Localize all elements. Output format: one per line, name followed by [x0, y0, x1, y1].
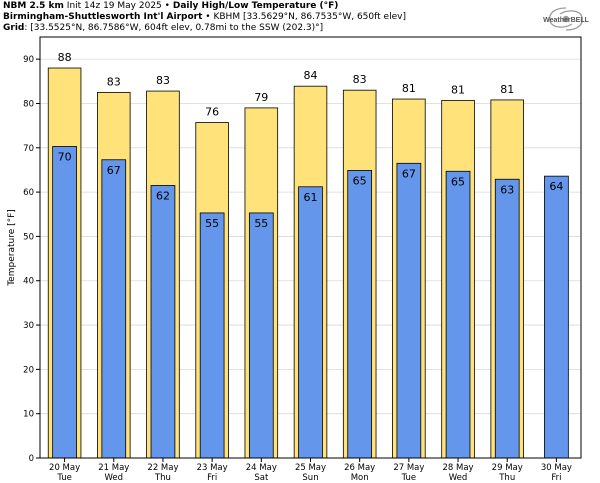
high-value-label: 81	[402, 82, 416, 95]
high-value-label: 81	[500, 83, 514, 96]
station-info: KBHM [33.5629°N, 86.7535°W, 650ft elev]	[213, 12, 406, 22]
grid-label: Grid	[3, 23, 25, 33]
init-time: Init 14z 19 May 2025	[66, 1, 162, 11]
storm-swirl-icon	[548, 7, 584, 31]
low-value-label: 70	[58, 150, 72, 163]
low-value-label: 55	[205, 217, 219, 230]
x-tick-day: Tue	[401, 473, 417, 483]
x-tick-day: Fri	[551, 473, 561, 483]
x-tick-day: Sun	[302, 473, 318, 483]
y-axis-label: Temperature [°F]	[7, 209, 17, 287]
x-tick-date: 28 May	[442, 463, 473, 473]
x-tick-day: Wed	[449, 473, 468, 483]
grid-info: : [33.5525°N, 86.7586°W, 604ft elev, 0.7…	[24, 23, 324, 33]
low-value-label: 67	[107, 164, 121, 177]
y-tick-label: 10	[23, 410, 34, 420]
high-value-label: 84	[304, 69, 318, 82]
high-value-label: 88	[58, 51, 72, 64]
y-tick-label: 70	[23, 144, 34, 154]
low-bar	[445, 170, 471, 459]
x-tick-day: Sat	[254, 473, 269, 483]
x-tick-day: Thu	[498, 473, 515, 483]
title-bullet: •	[205, 12, 211, 22]
y-tick-label: 60	[23, 188, 34, 198]
title-bullet: •	[164, 1, 170, 11]
high-value-label: 81	[451, 83, 465, 96]
chart-title-line: NBM 2.5 km Init 14z 19 May 2025 • Daily …	[3, 1, 338, 12]
high-value-label: 79	[254, 91, 268, 104]
x-tick-date: 30 May	[541, 463, 572, 473]
logo-text: WeatherBELL	[543, 17, 589, 24]
low-value-label: 55	[254, 217, 268, 230]
y-tick-label: 0	[29, 454, 34, 464]
low-value-label: 62	[156, 189, 170, 202]
low-bar	[52, 146, 77, 459]
x-tick-date: 27 May	[393, 463, 424, 473]
x-tick-date: 29 May	[492, 463, 523, 473]
low-bar	[248, 212, 274, 459]
x-tick-day: Tue	[56, 473, 72, 483]
x-tick-date: 26 May	[344, 463, 375, 473]
y-tick-label: 50	[23, 232, 34, 242]
x-tick-date: 23 May	[197, 463, 228, 473]
low-bar	[544, 175, 569, 459]
low-value-label: 61	[304, 191, 318, 204]
low-value-label: 67	[402, 167, 416, 180]
x-tick-day: Fri	[207, 473, 217, 483]
chart-title: Daily High/Low Temperature (°F)	[172, 1, 339, 11]
high-value-label: 83	[107, 75, 121, 88]
y-tick-label: 20	[23, 365, 34, 375]
low-bar	[101, 159, 127, 459]
x-tick-date: 24 May	[246, 463, 277, 473]
x-tick-date: 25 May	[295, 463, 326, 473]
y-tick-label: 30	[23, 321, 34, 331]
x-tick-date: 22 May	[147, 463, 178, 473]
low-value-label: 65	[353, 174, 367, 187]
low-value-label: 65	[451, 175, 465, 188]
weatherbell-logo: WeatherBELL	[543, 7, 590, 31]
y-tick-label: 40	[23, 277, 34, 287]
high-value-label: 83	[353, 73, 367, 86]
y-tick-label: 90	[23, 55, 34, 65]
location-name: Birmingham-Shuttlesworth Int'l Airport	[3, 12, 203, 22]
x-tick-date: 20 May	[49, 463, 80, 473]
low-bar	[494, 178, 520, 459]
low-bar	[298, 186, 323, 459]
x-tick-day: Thu	[154, 473, 171, 483]
grid-line: Grid: [33.5525°N, 86.7586°W, 604ft elev,…	[3, 23, 323, 34]
high-value-label: 76	[205, 106, 219, 119]
low-value-label: 64	[549, 180, 563, 193]
low-bar	[199, 212, 225, 459]
low-value-label: 63	[500, 183, 514, 196]
x-tick-date: 21 May	[98, 463, 129, 473]
low-bar	[347, 169, 373, 459]
x-tick-day: Wed	[104, 473, 123, 483]
y-tick-label: 80	[23, 99, 34, 109]
bars: 88 70 83 67 83 62 76 55 79 55 84 61 83 65 81 67 81 65 81 63…	[47, 51, 569, 459]
low-bar	[396, 162, 422, 459]
low-bar	[150, 185, 176, 459]
high-value-label: 83	[156, 74, 170, 87]
x-tick-day: Mon	[351, 473, 369, 483]
location-line: Birmingham-Shuttlesworth Int'l Airport •…	[3, 12, 406, 23]
model-name: NBM 2.5 km	[3, 1, 64, 11]
